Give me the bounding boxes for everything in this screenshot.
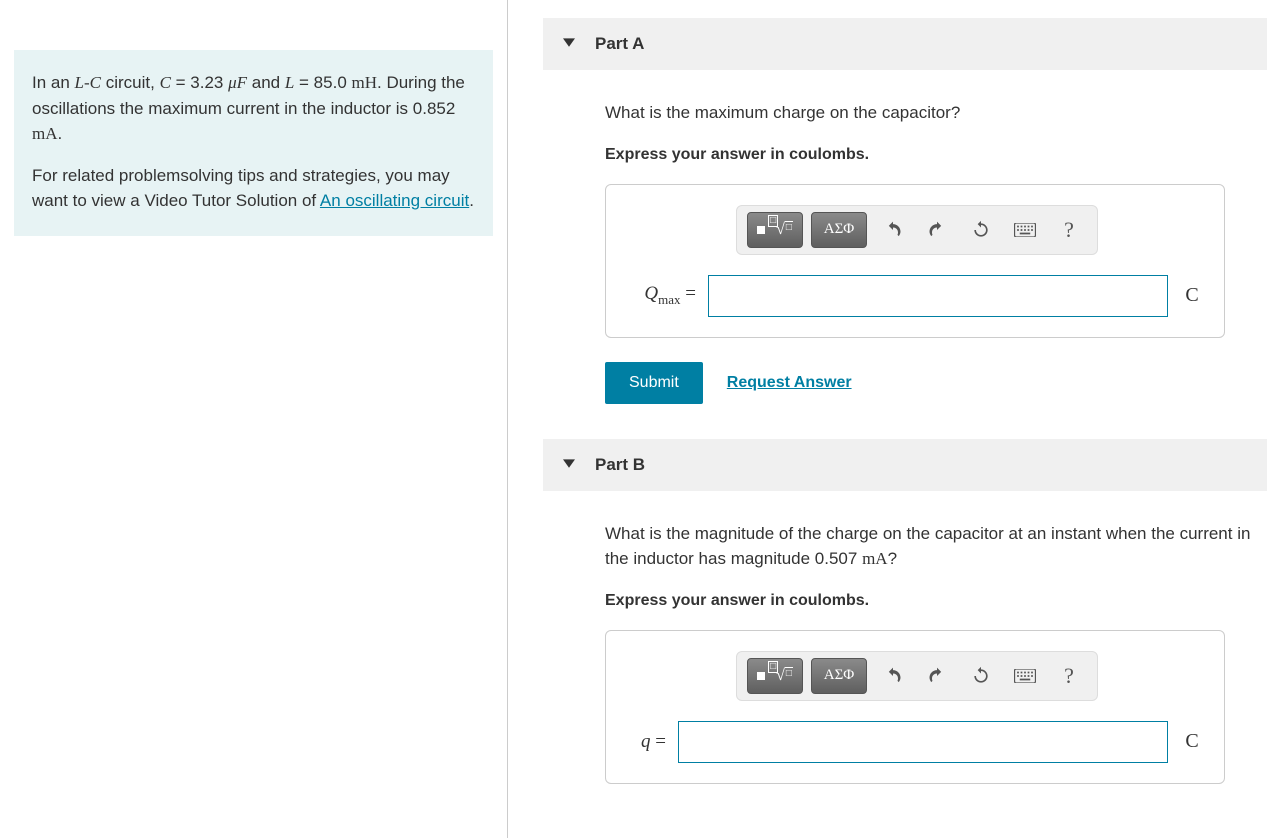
- part-a-instruction: Express your answer in coulombs.: [605, 146, 1267, 164]
- label-eq: =: [681, 283, 696, 304]
- answer-input-a[interactable]: [708, 275, 1168, 317]
- greek-button[interactable]: ΑΣΦ: [811, 212, 867, 248]
- redo-icon[interactable]: [919, 658, 955, 694]
- greek-button[interactable]: ΑΣΦ: [811, 658, 867, 694]
- equation-toolbar: □√□ ΑΣΦ: [736, 651, 1098, 701]
- text: = 85.0: [294, 73, 351, 92]
- equation-toolbar: □√□ ΑΣΦ: [736, 205, 1098, 255]
- math-var: L-C: [75, 73, 101, 92]
- label-main: Q: [644, 283, 658, 304]
- reset-icon[interactable]: [963, 658, 999, 694]
- part-a-title: Part A: [595, 34, 644, 54]
- text: circuit,: [101, 73, 160, 92]
- unit: μF: [228, 73, 247, 92]
- part-a: Part A What is the maximum charge on the…: [543, 18, 1267, 404]
- placeholder-icon: [757, 672, 765, 680]
- problem-para-1: In an L-C circuit, C = 3.23 μF and L = 8…: [32, 70, 475, 147]
- text: What is the magnitude of the charge on t…: [605, 524, 1250, 569]
- submit-button[interactable]: Submit: [605, 362, 703, 404]
- answer-unit-b: C: [1180, 730, 1204, 753]
- text: = 3.23: [171, 73, 228, 92]
- placeholder-icon: [757, 226, 765, 234]
- math-var: L: [285, 73, 294, 92]
- part-b-header[interactable]: Part B: [543, 439, 1267, 491]
- action-row-a: Submit Request Answer: [605, 362, 1267, 404]
- toolbar-wrap: □√□ ΑΣΦ: [626, 651, 1204, 701]
- help-icon[interactable]: ?: [1051, 658, 1087, 694]
- undo-icon[interactable]: [875, 212, 911, 248]
- answer-box-b: □√□ ΑΣΦ: [605, 630, 1225, 784]
- caret-down-icon: [563, 35, 575, 53]
- undo-icon[interactable]: [875, 658, 911, 694]
- answer-label-b: q =: [626, 731, 666, 753]
- problem-panel: In an L-C circuit, C = 3.23 μF and L = 8…: [0, 0, 508, 838]
- part-b-title: Part B: [595, 455, 645, 475]
- part-a-question: What is the maximum charge on the capaci…: [605, 100, 1267, 126]
- part-a-body: What is the maximum charge on the capaci…: [543, 70, 1267, 404]
- caret-down-icon: [563, 456, 575, 474]
- text: .: [469, 191, 474, 210]
- keyboard-icon[interactable]: [1007, 212, 1043, 248]
- help-icon[interactable]: ?: [1051, 212, 1087, 248]
- templates-button[interactable]: □√□: [747, 212, 803, 248]
- answer-box-a: □√□ ΑΣΦ: [605, 184, 1225, 338]
- request-answer-link[interactable]: Request Answer: [727, 374, 852, 392]
- math-var: C: [160, 73, 171, 92]
- toolbar-wrap: □√□ ΑΣΦ: [626, 205, 1204, 255]
- text: and: [247, 73, 285, 92]
- unit: mH: [352, 73, 378, 92]
- problem-statement: In an L-C circuit, C = 3.23 μF and L = 8…: [14, 50, 493, 236]
- text: .: [58, 124, 63, 143]
- label-eq: =: [651, 731, 666, 752]
- sqrt-icon: □√□: [768, 221, 793, 239]
- keyboard-icon[interactable]: [1007, 658, 1043, 694]
- video-tutor-link[interactable]: An oscillating circuit: [320, 191, 469, 210]
- part-b-question: What is the magnitude of the charge on t…: [605, 521, 1267, 572]
- text: ?: [888, 549, 897, 568]
- answer-unit-a: C: [1180, 284, 1204, 307]
- redo-icon[interactable]: [919, 212, 955, 248]
- templates-button[interactable]: □√□: [747, 658, 803, 694]
- unit: mA: [32, 124, 58, 143]
- part-b-instruction: Express your answer in coulombs.: [605, 592, 1267, 610]
- unit: mA: [862, 549, 888, 568]
- label-sub: max: [658, 292, 680, 307]
- part-b: Part B What is the magnitude of the char…: [543, 439, 1267, 784]
- answer-panel: Part A What is the maximum charge on the…: [508, 0, 1267, 838]
- sqrt-icon: □√□: [768, 667, 793, 685]
- answer-input-b[interactable]: [678, 721, 1168, 763]
- part-b-body: What is the magnitude of the charge on t…: [543, 491, 1267, 784]
- text: In an: [32, 73, 75, 92]
- answer-row: Qmax = C: [626, 275, 1204, 317]
- part-a-header[interactable]: Part A: [543, 18, 1267, 70]
- answer-label-a: Qmax =: [626, 283, 696, 308]
- answer-row: q = C: [626, 721, 1204, 763]
- reset-icon[interactable]: [963, 212, 999, 248]
- label-main: q: [641, 731, 651, 752]
- problem-para-2: For related problemsolving tips and stra…: [32, 163, 475, 214]
